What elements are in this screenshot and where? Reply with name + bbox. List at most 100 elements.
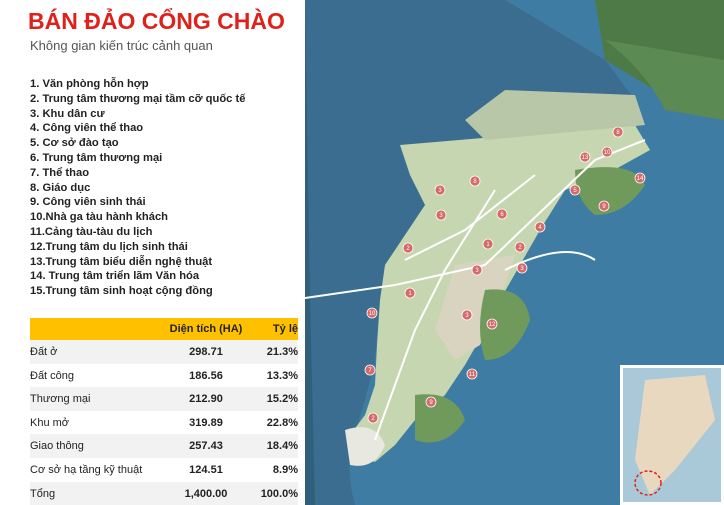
column-header: Diện tích (HA) [169,323,243,335]
marker-label: 9 [602,204,606,210]
table-cell: Cơ sở hạ tầng kỹ thuật [30,463,143,476]
legend-item: 12.Trung tâm du lịch sinh thái [30,240,188,253]
map-marker: 2 [514,241,526,253]
map-marker: 10 [366,307,378,319]
marker-label: 2 [406,246,410,252]
table-row: Cơ sở hạ tầng kỹ thuật 124.51 8.9% [30,458,298,482]
map-marker: 3 [471,264,483,276]
map-marker: 11 [466,368,478,380]
table-cell: 298.71 [189,346,223,358]
table-cell: 18.4% [266,440,298,453]
map-marker: 2 [402,242,414,254]
marker-label: 3 [475,268,479,274]
table-cell: 21.3% [266,346,298,358]
map-marker: 1 [404,287,416,299]
legend-item: 2. Trung tâm thương mại tầm cỡ quốc tế [30,92,246,105]
table-cell: 257.43 [189,440,223,453]
legend-item: 13.Trung tâm biểu diễn nghệ thuật [30,255,213,268]
legend-item: 3. Khu dân cư [30,107,105,120]
marker-label: 2 [371,416,375,422]
legend-item: 9. Công viên sinh thái [30,196,146,209]
marker-label: 3 [520,266,524,272]
marker-label: 3 [465,313,469,319]
map-marker: 9 [425,396,437,408]
legend-item: 11.Cảng tàu-tàu du lịch [30,225,153,238]
marker-label: 3 [438,188,442,194]
marker-label: 10 [604,150,611,156]
table-row: Đất ở 298.71 21.3% [30,340,298,364]
map-marker: 7 [364,364,376,376]
map-marker: 8 [469,175,481,187]
map-marker: 1 [482,238,494,250]
marker-label: 8 [473,179,477,185]
map-marker: 13 [579,151,591,163]
map-marker: 3 [461,309,473,321]
map-marker: 9 [598,200,610,212]
column-header: Tỷ lệ [272,323,298,335]
map-marker: 14 [634,172,646,184]
table-row: Tổng 1,400.00 100.0% [30,481,298,505]
marker-label: 4 [538,225,542,231]
map-marker: 3 [435,209,447,221]
table-row: Thương mại 212.90 15.2% [30,387,298,411]
legend-item: 4. Công viên thể thao [30,122,144,135]
table-cell: 124.51 [189,463,223,476]
map-marker: 3 [516,262,528,274]
marker-label: 10 [369,311,376,317]
map-marker: 5 [569,184,581,196]
marker-label: 9 [429,400,433,406]
legend-item: 10.Nhà ga tàu hành khách [30,211,169,224]
table-cell: Đất công [30,369,75,382]
table-cell: 1,400.00 [184,487,228,500]
map-marker: 8 [612,126,624,138]
table-cell: 15.2% [266,393,298,406]
title: BÁN ĐẢO CỔNG CHÀO [28,8,285,34]
marker-label: 8 [616,130,620,136]
table-cell: 186.56 [189,369,223,382]
marker-label: 5 [573,188,577,194]
map-marker: 12 [486,318,498,330]
marker-label: 14 [637,176,644,182]
legend-item: 5. Cơ sở đào tạo [30,137,119,150]
table-cell: 13.3% [266,369,298,382]
table-cell: 8.9% [272,463,298,476]
map-marker: 3 [434,184,446,196]
marker-label: 6 [500,212,504,218]
table-row: Khu mở 319.89 22.8% [30,411,298,435]
marker-label: 1 [486,242,490,248]
map-marker: 2 [367,412,379,424]
table-row: Giao thông 257.43 18.4% [30,434,298,458]
legend-item: 7. Thể thao [30,166,90,179]
map-marker: 4 [534,221,546,233]
table-cell: Giao thông [30,440,84,453]
marker-label: 1 [408,291,412,297]
area-table: Diện tích (HA) Tỷ lệ Đất ở 298.71 21.3% Đất c… [30,318,298,505]
marker-label: 3 [439,213,443,219]
subtitle: Không gian kiến trúc cảnh quan [30,38,213,53]
marker-label: 13 [582,155,589,161]
table-header: Diện tích (HA) Tỷ lệ [30,318,298,340]
table-cell: 319.89 [189,416,223,429]
table-cell: 22.8% [266,416,298,429]
legend-item: 6. Trung tâm thương mại [30,151,163,164]
table-cell: Tổng [30,487,56,500]
legend-item: 8. Giáo dục [30,181,91,194]
legend-item: 14. Trung tâm triển lãm Văn hóa [30,270,200,283]
map-marker: 6 [496,208,508,220]
table-cell: Thương mại [30,393,91,406]
table-cell: Đất ở [30,346,58,358]
table-row: Đất công 186.56 13.3% [30,364,298,388]
map-marker: 10 [601,146,613,158]
table-cell: Khu mở [30,416,70,429]
marker-label: 11 [469,372,476,378]
table-cell: 100.0% [260,487,298,500]
marker-label: 7 [368,368,372,374]
marker-label: 12 [489,322,496,328]
legend: 1. Văn phòng hỗn hợp 2. Trung tâm thương … [30,78,245,300]
marker-label: 2 [518,245,522,251]
table-cell: 212.90 [189,393,223,406]
legend-item: 15.Trung tâm sinh hoạt cộng đồng [30,285,213,298]
legend-item: 1. Văn phòng hỗn hợp [30,78,149,90]
